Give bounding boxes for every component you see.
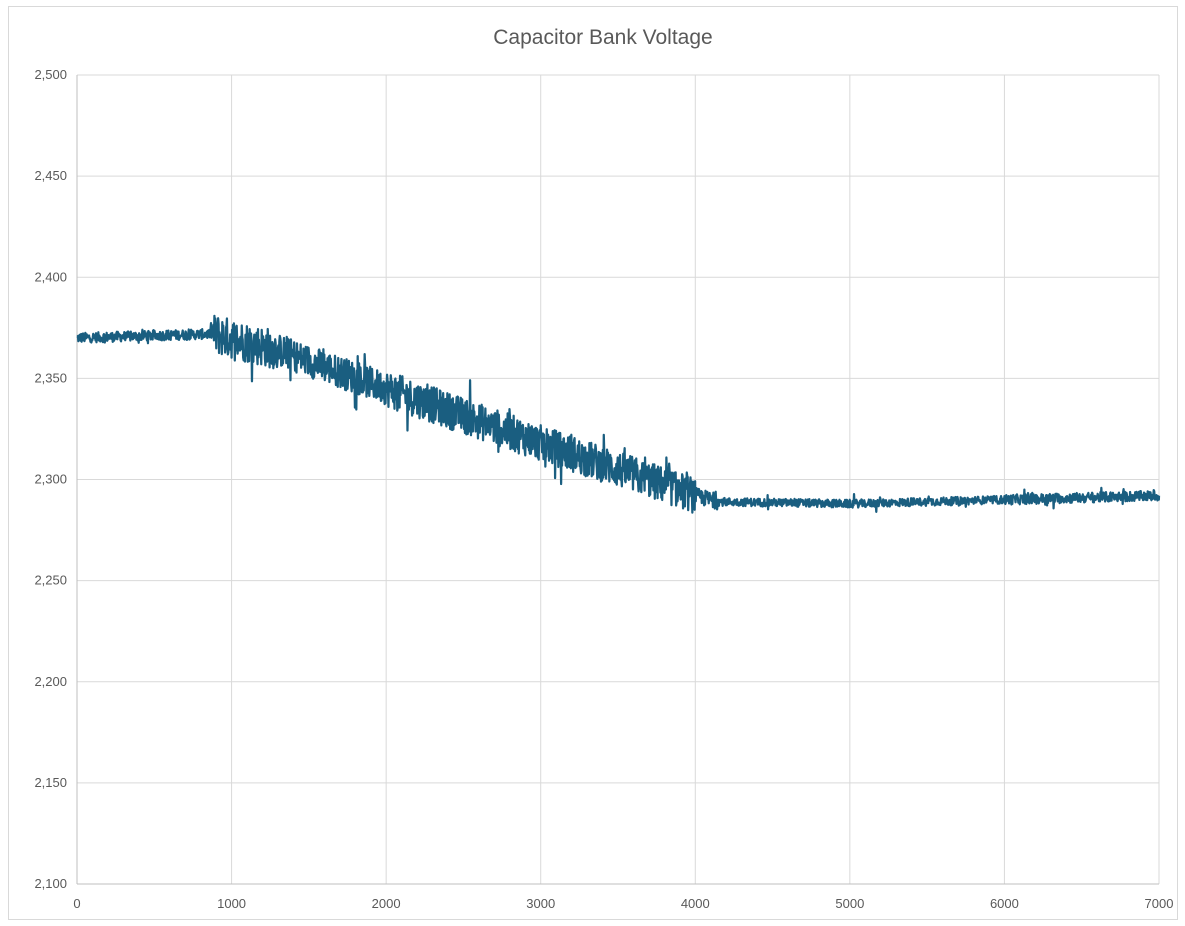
x-tick-label: 4000 <box>681 896 710 911</box>
y-tick-label: 2,100 <box>34 876 67 891</box>
y-tick-label: 2,450 <box>34 168 67 183</box>
y-tick-label: 2,400 <box>34 269 67 284</box>
x-tick-label: 3000 <box>526 896 555 911</box>
y-tick-label: 2,200 <box>34 674 67 689</box>
y-tick-label: 2,250 <box>34 573 67 588</box>
x-tick-label: 5000 <box>835 896 864 911</box>
chart-title: Capacitor Bank Voltage <box>493 26 712 49</box>
x-tick-label: 7000 <box>1145 896 1174 911</box>
line-chart: Capacitor Bank Voltage 2,1002,1502,2002,… <box>34 26 1173 911</box>
y-axis-ticks: 2,100 2,150 2,200 2,250 2,300 2,350 2,400 2,450… <box>34 67 67 891</box>
series-group <box>76 314 1161 514</box>
y-tick-label: 2,150 <box>34 775 67 790</box>
x-tick-label: 2000 <box>372 896 401 911</box>
grid <box>76 74 1160 885</box>
chart-area: Capacitor Bank Voltage 2,100 2,150 2,200 2,… <box>8 6 1178 920</box>
y-tick-label: 2,500 <box>34 67 67 82</box>
x-tick-label: 1000 <box>217 896 246 911</box>
y-tick-label: 2,300 <box>34 472 67 487</box>
y-tick-label: 2,350 <box>34 370 67 385</box>
x-tick-label: 0 <box>73 896 80 911</box>
x-axis-ticks: 0 1000 2000 3000 4000 5000 6000 7000 <box>73 896 1173 911</box>
series-line <box>76 314 1161 514</box>
x-tick-label: 6000 <box>990 896 1019 911</box>
